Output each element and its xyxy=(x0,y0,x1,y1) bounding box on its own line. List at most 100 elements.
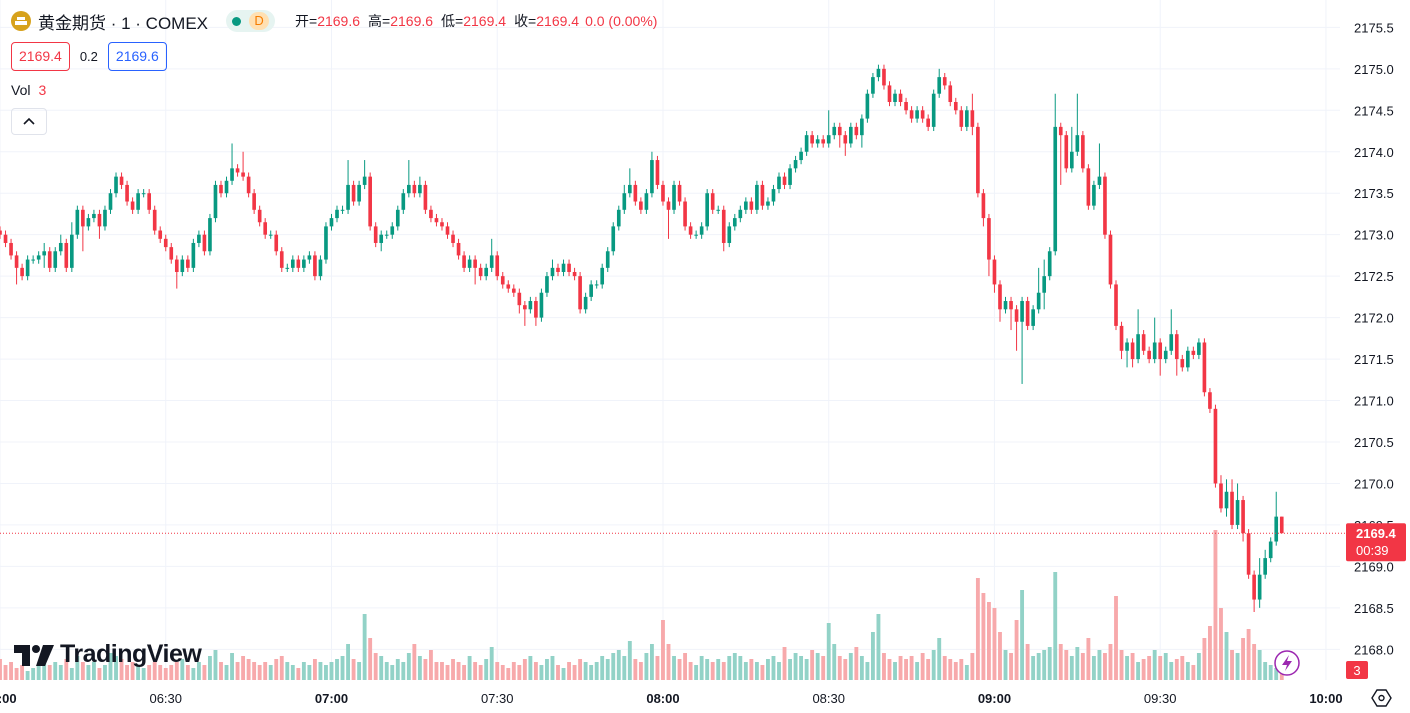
candle-body xyxy=(296,259,301,268)
candle-body xyxy=(418,184,422,194)
candle-body xyxy=(152,209,157,231)
candle-body xyxy=(114,176,118,194)
volume-bar xyxy=(567,662,571,680)
volume-bar xyxy=(1025,644,1030,680)
candle-body xyxy=(1058,126,1063,136)
candle-body xyxy=(241,172,245,177)
volume-bar xyxy=(550,656,555,680)
volume-bar xyxy=(1136,662,1141,680)
ohlc-label: 开= xyxy=(295,13,318,29)
volume-bar xyxy=(191,668,196,680)
volume-bar xyxy=(213,650,218,680)
candle-body xyxy=(644,193,649,210)
candle-body xyxy=(119,176,124,185)
ohlc-label: 低= xyxy=(441,13,464,29)
candle-body xyxy=(257,209,262,223)
volume-bar xyxy=(257,665,262,680)
volume-bar xyxy=(114,656,118,680)
volume-bar xyxy=(743,662,748,680)
candle-body xyxy=(108,193,113,210)
ask-price[interactable]: 2169.6 xyxy=(107,42,167,71)
volume-bar xyxy=(119,659,124,680)
volume-bar xyxy=(1274,668,1279,680)
volume-bar xyxy=(644,653,649,680)
candle-body xyxy=(926,118,930,127)
candle-body xyxy=(163,238,168,248)
volume-bar xyxy=(1125,656,1129,680)
volume-bar xyxy=(749,659,754,680)
volume-bar xyxy=(163,668,168,680)
candle-body xyxy=(395,209,400,227)
y-tick-label: 2175.5 xyxy=(1354,20,1394,35)
candle-body xyxy=(688,226,693,235)
symbol-header: 黄金期货 · 1 · COMEX D 开= 2169.6 高= 2169.6 低= 2… xyxy=(10,10,658,33)
candle-body xyxy=(9,242,13,256)
volume-bar xyxy=(688,662,693,680)
candle-body xyxy=(357,184,361,202)
candle-body xyxy=(1152,342,1157,360)
volume-bar xyxy=(268,665,273,680)
candle-body xyxy=(650,160,654,194)
volume-bar xyxy=(926,659,931,680)
candle-body xyxy=(440,222,444,227)
candle-body xyxy=(788,168,792,185)
candle-body xyxy=(998,284,1002,310)
volume-bar xyxy=(390,665,395,680)
volume-bar xyxy=(25,671,30,680)
volume-bar xyxy=(196,662,201,680)
volume-bar xyxy=(1036,653,1041,680)
candle-body xyxy=(893,93,897,102)
candle-body xyxy=(721,209,726,243)
volume-bar xyxy=(473,662,478,680)
volume-bar xyxy=(533,662,538,680)
volume-bar xyxy=(346,644,350,680)
status-pill[interactable]: D xyxy=(226,10,276,32)
candle-body xyxy=(534,301,538,318)
candle-body xyxy=(0,230,2,235)
candle-body xyxy=(1230,491,1234,525)
y-tick-label: 2172.0 xyxy=(1354,311,1394,326)
candle-body xyxy=(826,135,831,144)
volume-bar xyxy=(528,656,533,680)
volume-bar xyxy=(672,656,676,680)
volume-bar xyxy=(893,662,897,680)
volume-bar xyxy=(655,656,660,680)
candle-body xyxy=(628,184,632,194)
volume-bar xyxy=(489,647,494,680)
volume-bar xyxy=(467,656,472,680)
volume-bar xyxy=(589,665,594,680)
volume-bar xyxy=(683,653,688,680)
candle-body xyxy=(545,276,549,293)
volume-bar xyxy=(705,659,710,680)
candle-body xyxy=(1009,301,1013,310)
candle-body xyxy=(20,267,24,277)
volume-bar xyxy=(1053,572,1058,680)
bid-price[interactable]: 2169.4 xyxy=(11,42,70,71)
symbol-title[interactable]: 黄金期货 · 1 · COMEX xyxy=(38,13,209,33)
candle-body xyxy=(53,251,58,268)
volume-bar xyxy=(456,662,461,680)
collapse-button[interactable] xyxy=(11,108,47,135)
candle-body xyxy=(429,209,433,219)
volume-bar xyxy=(782,647,787,680)
volume-bar xyxy=(478,665,483,680)
candle-body xyxy=(489,255,494,268)
candle-body xyxy=(832,126,837,136)
candle-body xyxy=(36,255,41,260)
logo-text: TradingView xyxy=(60,640,202,668)
settings-icon[interactable] xyxy=(1371,689,1392,707)
candle-body xyxy=(495,255,500,277)
volume-bar xyxy=(1020,590,1025,680)
candle-body xyxy=(876,68,881,78)
candle-body xyxy=(677,184,682,202)
candle-body xyxy=(1252,574,1256,600)
volume-bar xyxy=(440,662,444,680)
volume-bar xyxy=(357,662,362,680)
volume-bar xyxy=(799,656,804,680)
candle-body xyxy=(1163,350,1168,360)
volume-bar xyxy=(42,662,47,680)
candle-body xyxy=(1169,334,1174,351)
candle-body xyxy=(1064,135,1069,169)
volume-bar xyxy=(898,656,903,680)
change: 0.0 (0.00%) xyxy=(585,13,658,29)
